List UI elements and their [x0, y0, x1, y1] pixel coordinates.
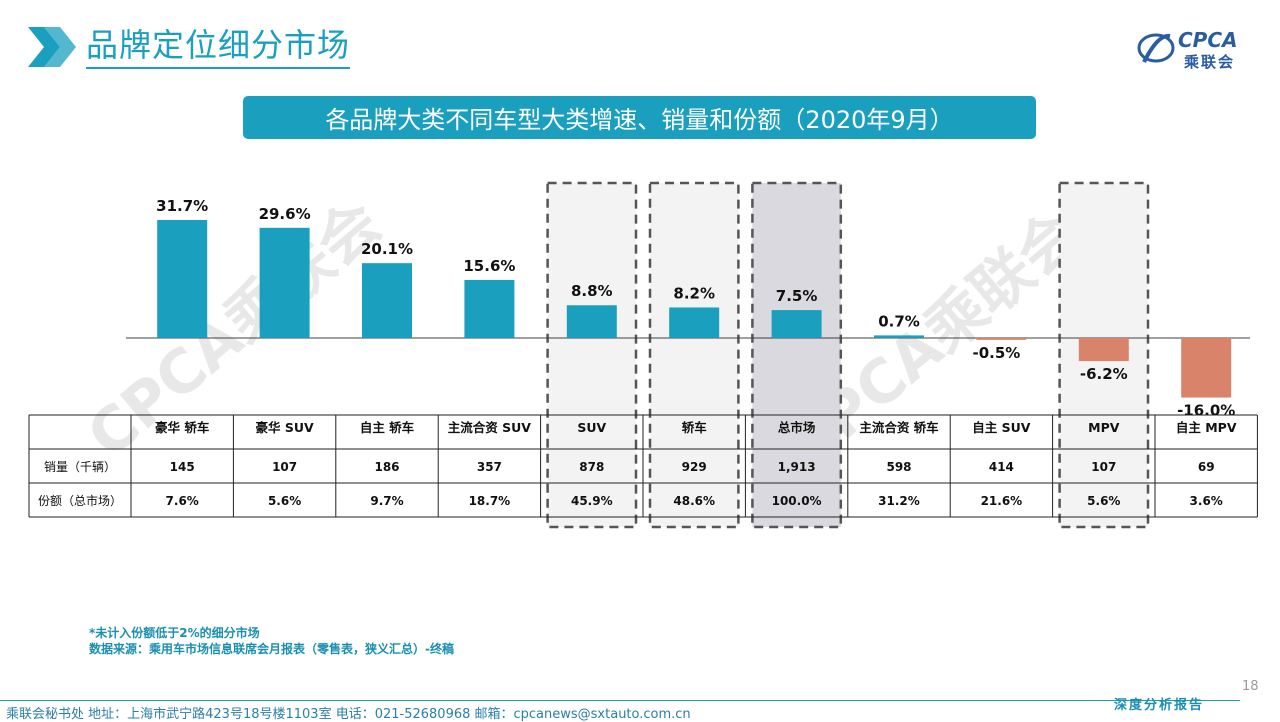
bar — [976, 338, 1027, 340]
table-share-cell: 31.2% — [878, 494, 920, 508]
table-sales-cell: 145 — [170, 460, 195, 474]
table-header-cell: 主流合资 SUV — [448, 420, 532, 435]
bar-value-label: -6.2% — [1080, 365, 1128, 383]
bar — [1078, 338, 1129, 362]
bar — [1181, 338, 1232, 398]
table-row-header: 份额（总市场） — [38, 493, 122, 508]
bar — [259, 227, 310, 338]
bar — [874, 335, 924, 338]
table-sales-cell: 357 — [477, 460, 502, 474]
table-header-cell: SUV — [577, 420, 606, 435]
data-source: 数据来源：乘用车市场信息联席会月报表（零售表，狭义汇总）-终稿 — [89, 642, 454, 656]
double-chevron-icon — [28, 27, 76, 67]
title-area: 品牌定位细分市场 — [26, 22, 351, 72]
bar — [464, 279, 515, 338]
table-share-cell: 9.7% — [370, 494, 403, 508]
bar — [669, 307, 720, 338]
table-header-cell: 豪华 SUV — [256, 420, 315, 435]
bar — [362, 263, 412, 338]
bar-value-label: 7.5% — [776, 287, 818, 305]
table-sales-cell: 107 — [1091, 460, 1116, 474]
table-share-cell: 5.6% — [1087, 494, 1120, 508]
page-title: 品牌定位细分市场 — [86, 25, 351, 69]
page-number: 18 — [1242, 679, 1259, 694]
table-sales-cell: 929 — [682, 460, 707, 474]
table-header-cell: 自主 轿车 — [360, 420, 415, 435]
chart-subtitle: 各品牌大类不同车型大类增速、销量和份额（2020年9月） — [243, 96, 1036, 139]
bar-value-label: 29.6% — [259, 205, 311, 223]
footer-divider — [0, 700, 1240, 701]
table-share-cell: 48.6% — [673, 494, 715, 508]
table-share-cell: 100.0% — [772, 494, 822, 508]
highlight-frame — [546, 181, 638, 529]
bar-value-label: 20.1% — [361, 240, 413, 258]
bar-value-label: -0.5% — [972, 344, 1020, 362]
table-header-cell: 总市场 — [778, 420, 816, 435]
cpca-logo: CPCA 乘联会 — [1136, 28, 1260, 74]
table-sales-cell: 414 — [989, 460, 1014, 474]
table-share-cell: 18.7% — [469, 494, 511, 508]
logo-emblem-icon — [1137, 33, 1175, 63]
logo-text: CPCA — [1178, 28, 1238, 52]
bar — [771, 310, 822, 338]
bar — [157, 220, 208, 338]
table-sales-cell: 186 — [374, 460, 399, 474]
watermark-text: CPCA乘联会 — [75, 187, 395, 471]
table-header-cell: 自主 MPV — [1176, 420, 1237, 435]
bar-value-label: 15.6% — [463, 257, 515, 275]
table-sales-cell: 69 — [1198, 460, 1215, 474]
bar-value-label: 8.8% — [571, 282, 613, 300]
table-share-cell: 3.6% — [1190, 494, 1223, 508]
table-sales-cell: 1,913 — [778, 460, 816, 474]
table-share-cell: 21.6% — [981, 494, 1023, 508]
bar-value-label: -16.0% — [1177, 402, 1235, 420]
table-share-cell: 7.6% — [166, 494, 199, 508]
footer-info: 乘联会秘书处 地址：上海市武宁路423号18号楼1103室 电话：021-526… — [6, 707, 691, 722]
table-header-cell: 主流合资 轿车 — [859, 420, 939, 435]
table-sales-cell: 878 — [579, 460, 604, 474]
footnote: *未计入份额低于2%的细分市场 — [89, 626, 260, 640]
table-sales-cell: 598 — [886, 460, 911, 474]
table-header-cell: 自主 SUV — [972, 420, 1031, 435]
table-share-cell: 45.9% — [571, 494, 613, 508]
table-header-cell: 豪华 轿车 — [155, 420, 210, 435]
highlight-frame — [751, 181, 843, 529]
footer-report-label: 深度分析报告 — [1114, 698, 1205, 713]
bar-value-label: 0.7% — [878, 312, 920, 330]
table-header-cell: MPV — [1088, 420, 1120, 435]
bar — [566, 305, 617, 338]
table-row-header: 销量（千辆） — [44, 460, 116, 474]
table-share-cell: 5.6% — [268, 494, 301, 508]
table-header-cell: 轿车 — [682, 420, 708, 435]
logo-subtext: 乘联会 — [1184, 53, 1236, 71]
bar-value-label: 31.7% — [156, 197, 208, 215]
highlight-frame — [648, 181, 740, 529]
table-sales-cell: 107 — [272, 460, 297, 474]
bar-value-label: 8.2% — [673, 284, 715, 302]
